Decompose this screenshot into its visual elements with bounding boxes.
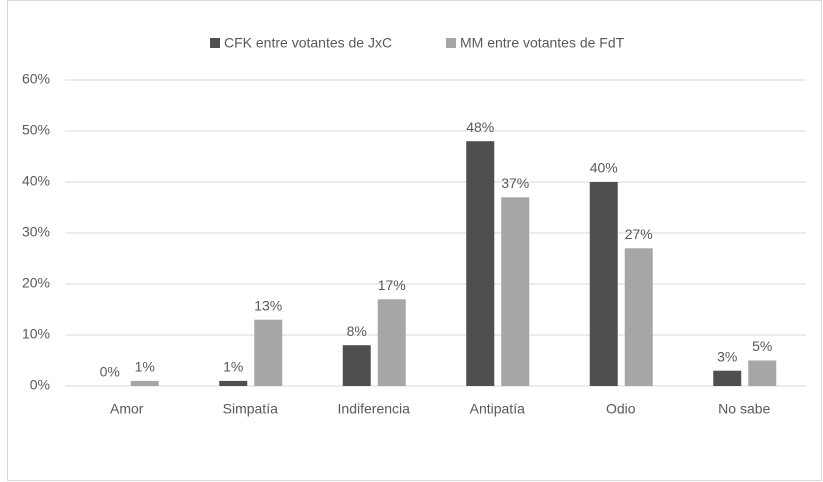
- data-label: 3%: [717, 348, 737, 364]
- data-label: 1%: [135, 359, 155, 375]
- y-tick-label: 10%: [22, 326, 50, 342]
- data-label: 17%: [378, 277, 406, 293]
- bar: [377, 299, 406, 386]
- bar: [130, 380, 159, 386]
- bar: [466, 141, 495, 386]
- legend-swatch: [210, 38, 220, 48]
- bar: [748, 360, 777, 386]
- y-tick-label: 50%: [22, 122, 50, 138]
- y-tick-label: 40%: [22, 173, 50, 189]
- data-label: 1%: [223, 359, 243, 375]
- x-tick-label: Odio: [606, 401, 636, 417]
- x-tick-label: No sabe: [718, 401, 770, 417]
- data-label: 0%: [100, 364, 120, 380]
- y-tick-label: 0%: [30, 377, 50, 393]
- legend-label: CFK entre votantes de JxC: [224, 35, 392, 51]
- data-label: 27%: [625, 226, 653, 242]
- y-tick-label: 60%: [22, 71, 50, 87]
- x-tick-label: Amor: [110, 401, 144, 417]
- bar: [342, 345, 371, 386]
- bar: [589, 182, 618, 386]
- x-tick-label: Simpatía: [223, 401, 278, 417]
- data-label: 48%: [466, 119, 494, 135]
- x-tick-label: Indiferencia: [338, 401, 411, 417]
- legend-label: MM entre votantes de FdT: [460, 35, 625, 51]
- y-tick-label: 30%: [22, 224, 50, 240]
- bar: [713, 370, 742, 386]
- data-label: 40%: [590, 160, 618, 176]
- x-tick-label: Antipatía: [470, 401, 525, 417]
- y-tick-label: 20%: [22, 275, 50, 291]
- bar: [254, 319, 283, 386]
- data-label: 37%: [501, 175, 529, 191]
- bar: [624, 248, 653, 386]
- legend-swatch: [446, 38, 456, 48]
- bar: [501, 197, 530, 386]
- data-label: 13%: [254, 297, 282, 313]
- bar: [219, 380, 248, 386]
- data-label: 5%: [752, 338, 772, 354]
- data-label: 8%: [347, 323, 367, 339]
